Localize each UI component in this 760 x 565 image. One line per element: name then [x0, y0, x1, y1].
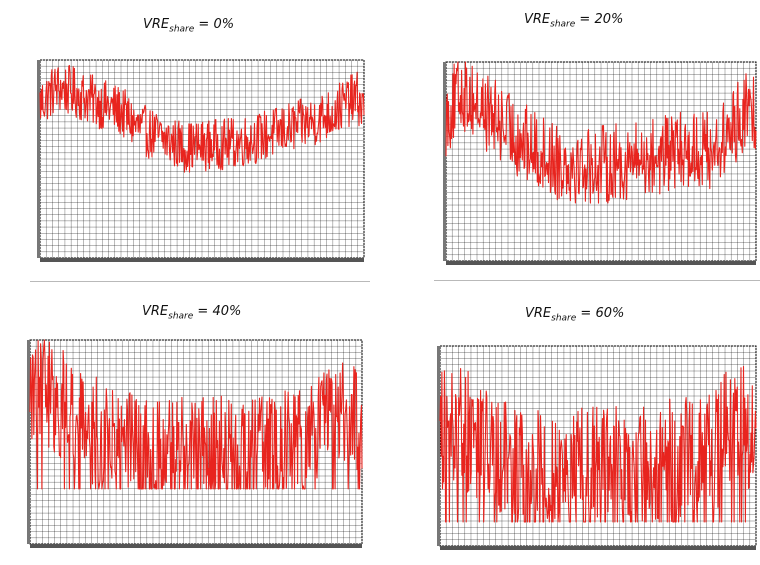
series-line [29, 339, 363, 490]
panel-0-title-prefix: VRE [143, 17, 170, 32]
y-axis-ticks [443, 62, 446, 261]
y-axis-ticks [437, 346, 440, 546]
chart-vre-share-60 [437, 345, 757, 550]
x-axis-ticks [40, 258, 364, 262]
panel-1-title-subscript: share [550, 19, 576, 30]
panel-2-title-prefix: VRE [142, 304, 169, 319]
panel-3-title-prefix: VRE [525, 306, 552, 321]
panel-1-title-prefix: VRE [524, 12, 551, 27]
x-axis-ticks [30, 544, 362, 548]
panel-3-title-suffix: = 60% [576, 306, 625, 321]
chart-vre-share-40 [27, 339, 363, 548]
series-line [39, 64, 365, 173]
panel-0-title-suffix: = 0% [194, 17, 235, 32]
y-axis-ticks [37, 60, 40, 258]
panel-1-title: VREshare = 20% [524, 12, 623, 30]
chart-vre-share-0 [37, 59, 365, 262]
panel-3-title: VREshare = 60% [525, 306, 624, 324]
panel-2-title-suffix: = 40% [193, 304, 242, 319]
panel-1-divider [434, 280, 760, 281]
panel-0-divider [30, 281, 370, 282]
x-axis-ticks [440, 546, 756, 550]
panel-2-title: VREshare = 40% [142, 304, 241, 322]
x-axis-ticks [446, 261, 756, 265]
y-axis-ticks [27, 340, 30, 544]
panel-3-title-subscript: share [551, 313, 577, 324]
chart-vre-share-20 [443, 61, 757, 265]
series-line [445, 61, 757, 204]
series-line [439, 365, 757, 523]
panel-0-title-subscript: share [169, 24, 195, 35]
panel-2-title-subscript: share [168, 311, 194, 322]
panel-0-title: VREshare = 0% [143, 17, 234, 35]
panel-1-title-suffix: = 20% [575, 12, 624, 27]
